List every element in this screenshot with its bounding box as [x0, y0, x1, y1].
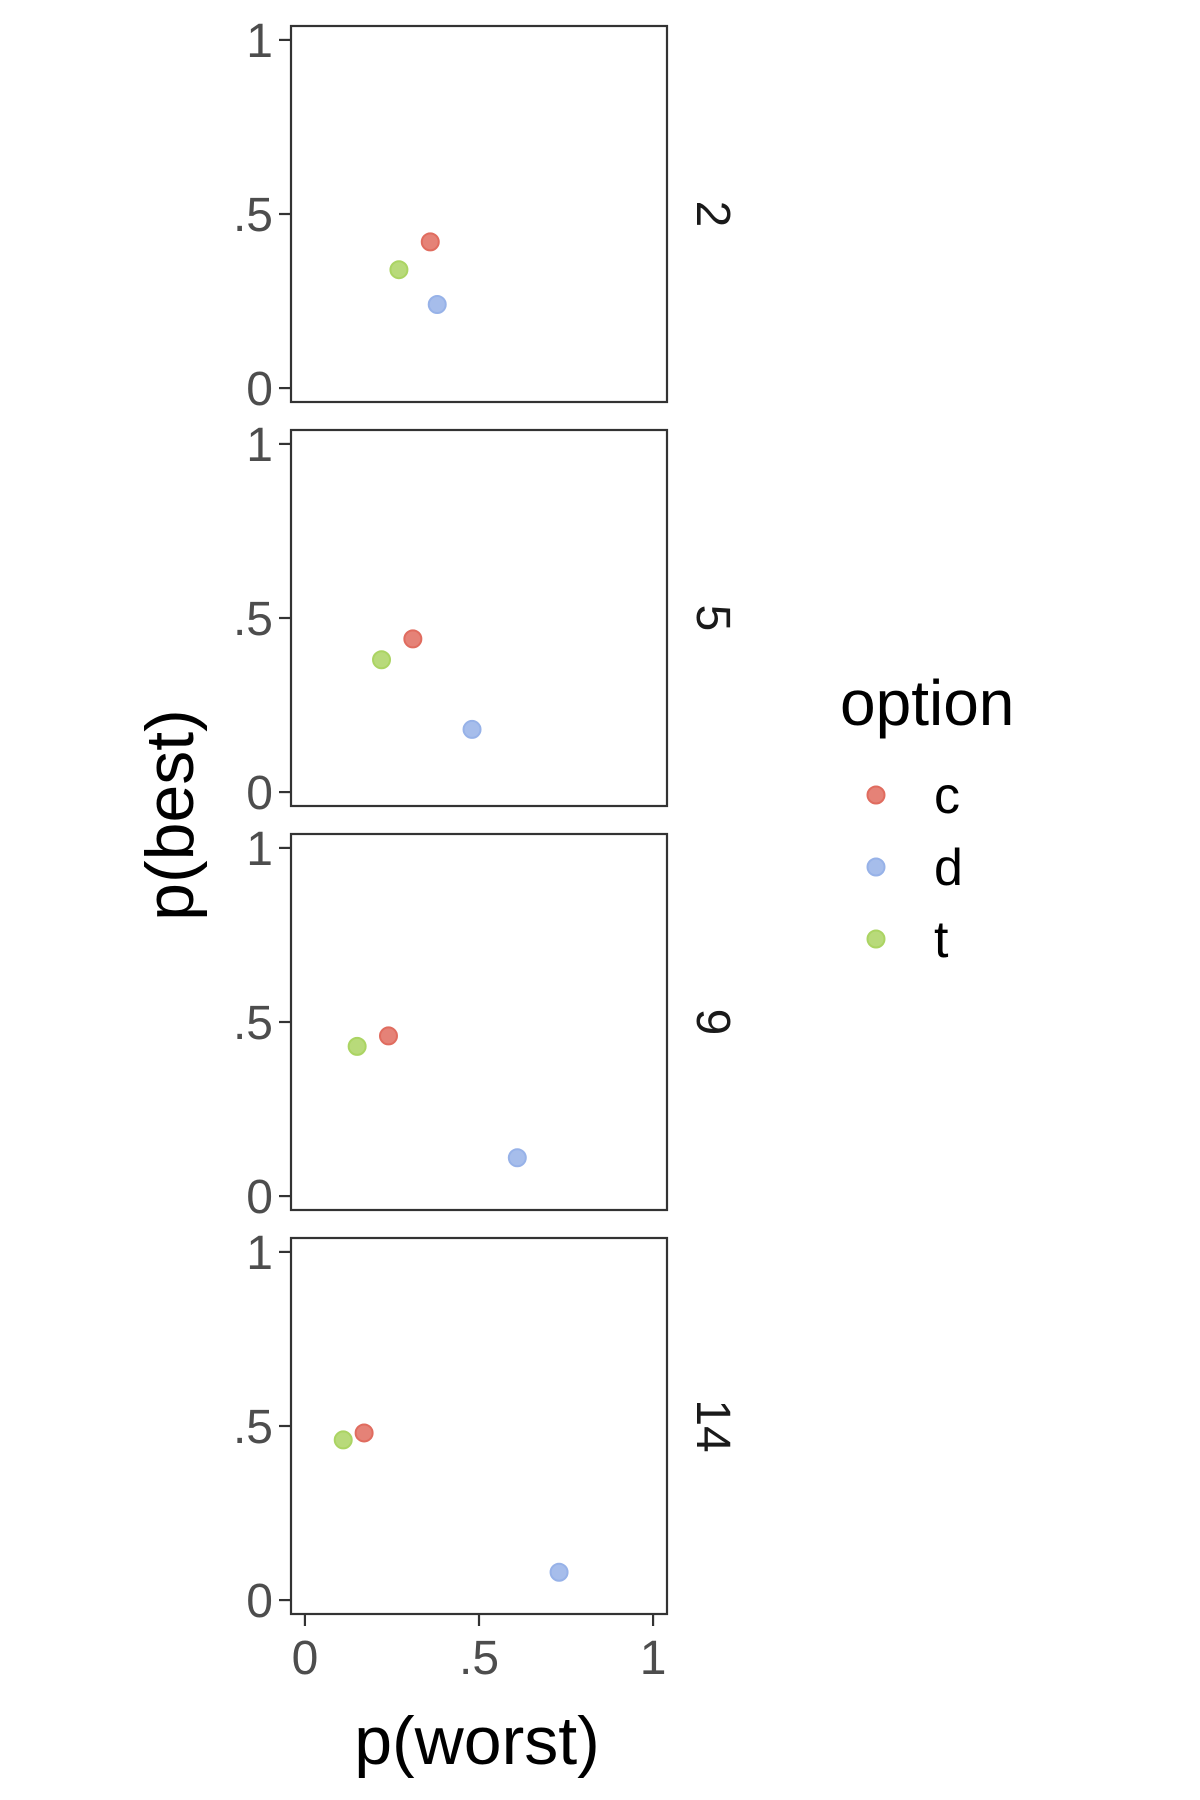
- panel-border: [289, 428, 669, 808]
- panel-border: [289, 24, 669, 404]
- y-tick-label: 1: [246, 1227, 273, 1280]
- facet-panel-14: 0 .5 1 14: [233, 1227, 739, 1628]
- point-t-facet-2: [389, 260, 409, 280]
- point-c-facet-14: [354, 1423, 374, 1443]
- facet-strip-label: 2: [686, 201, 739, 228]
- point-t-facet-5: [372, 650, 392, 670]
- y-tick-label: 1: [246, 823, 273, 876]
- point-d-facet-2: [427, 295, 447, 315]
- point-c-facet-5: [403, 629, 423, 649]
- legend-key: [866, 929, 886, 949]
- point-c-facet-2: [420, 232, 440, 252]
- legend-entry-c: c: [866, 767, 960, 825]
- x-tick-label: 0: [292, 1632, 319, 1685]
- facet-panels: 0 .5 1 2 0 .5 1 5 0 .5 1 9 0 .5 1 14: [233, 15, 739, 1628]
- legend-entry-t: t: [866, 911, 949, 969]
- y-tick-label: 1: [246, 15, 273, 68]
- point-t-facet-14: [333, 1430, 353, 1450]
- legend-entry-d: d: [866, 839, 963, 897]
- y-tick-label: 0: [246, 1575, 273, 1628]
- x-axis-title: p(worst): [354, 1703, 600, 1779]
- legend: option cdt: [840, 667, 1014, 969]
- point-c-facet-9: [378, 1026, 398, 1046]
- y-tick-label: .5: [233, 189, 273, 242]
- facet-strip-label: 14: [686, 1399, 739, 1452]
- facet-panel-2: 0 .5 1 2: [233, 15, 739, 416]
- facet-strip-label: 5: [686, 605, 739, 632]
- legend-label: d: [934, 839, 963, 897]
- panel-border: [289, 832, 669, 1212]
- legend-key: [866, 785, 886, 805]
- legend-entries: cdt: [866, 767, 963, 969]
- point-d-facet-14: [549, 1562, 569, 1582]
- facet-strip-label: 9: [686, 1009, 739, 1036]
- x-tick-label: .5: [459, 1632, 499, 1685]
- legend-key: [866, 857, 886, 877]
- facet-panel-9: 0 .5 1 9: [233, 823, 739, 1224]
- point-t-facet-9: [347, 1036, 367, 1056]
- y-tick-label: .5: [233, 1401, 273, 1454]
- y-tick-label: 0: [246, 767, 273, 820]
- y-axis-title: p(best): [132, 709, 208, 921]
- y-tick-label: 0: [246, 1171, 273, 1224]
- x-tick-label: 1: [640, 1632, 667, 1685]
- y-tick-label: 1: [246, 419, 273, 472]
- facet-panel-5: 0 .5 1 5: [233, 419, 739, 820]
- point-d-facet-9: [507, 1148, 527, 1168]
- panel-border: [289, 1236, 669, 1616]
- y-tick-label: .5: [233, 997, 273, 1050]
- x-axis: 0.5 1: [292, 1614, 667, 1685]
- y-tick-label: 0: [246, 363, 273, 416]
- legend-label: c: [934, 767, 960, 825]
- legend-title: option: [840, 667, 1014, 739]
- legend-label: t: [934, 911, 949, 969]
- y-tick-label: .5: [233, 593, 273, 646]
- point-d-facet-5: [462, 719, 482, 739]
